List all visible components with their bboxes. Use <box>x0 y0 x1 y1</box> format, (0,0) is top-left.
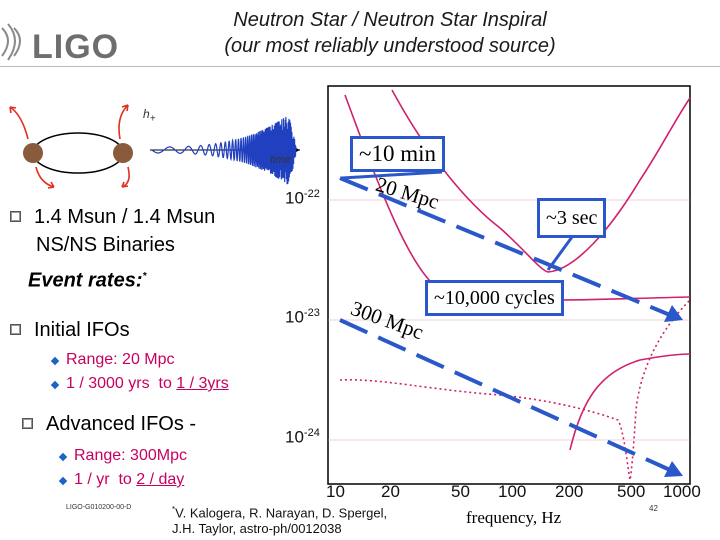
waveform-time-label: time <box>270 154 291 166</box>
chirp-waveform <box>151 116 297 185</box>
citation: *V. Kalogera, R. Narayan, D. Spergel, J.… <box>172 505 388 537</box>
x-tick-100: 100 <box>498 482 527 501</box>
slide-title-line1: Neutron Star / Neutron Star Inspiral <box>233 9 547 31</box>
page-number: 42 <box>649 504 658 513</box>
orbit-arrows-icon <box>9 104 130 189</box>
x-tick-10: 10 <box>326 482 345 501</box>
bullet-ns-binaries-line2: NS/NS Binaries <box>36 234 175 256</box>
y-tick-1e-23: 10-23 <box>285 307 320 327</box>
x-tick-200: 200 <box>555 482 584 501</box>
x-axis-label: frequency, Hz <box>466 508 562 527</box>
waveform-h-label: h+ <box>143 107 156 125</box>
slide-title-line2: (our most reliably understood source) <box>224 35 556 57</box>
advanced-range: Range: 300Mpc <box>74 447 187 464</box>
bullet-square-icon <box>10 211 21 222</box>
header-divider <box>0 66 720 67</box>
neutron-star-right-icon <box>113 143 133 163</box>
ligo-logo: LIGO <box>32 28 120 66</box>
bullet-initial-ifos: Initial IFOs <box>34 319 130 341</box>
neutron-star-left-icon <box>23 143 43 163</box>
bullet-square-icon <box>10 324 21 335</box>
callout-10min: ~10 min <box>350 136 445 172</box>
event-rates-label: Event rates:* <box>28 269 147 292</box>
initial-rate: 1 / 3000 yrs to 1 / 3yrs <box>66 375 229 392</box>
arrowhead-300mpc-icon <box>664 461 683 477</box>
bullet-square-icon <box>22 418 33 429</box>
x-tick-500: 500 <box>617 482 646 501</box>
advanced-rate: 1 / yr to 2 / day <box>74 471 185 488</box>
callout-pointer-10min <box>341 170 443 180</box>
y-tick-1e-24: 10-24 <box>285 427 320 447</box>
x-tick-20: 20 <box>381 482 400 501</box>
x-tick-50: 50 <box>451 482 470 501</box>
binary-waveform-illustration <box>9 104 300 189</box>
advanced-dotted-curve <box>339 299 691 481</box>
callout-3sec: ~3 sec <box>537 198 607 238</box>
arrowhead-20mpc-icon <box>664 305 683 322</box>
bullet-advanced-ifos: Advanced IFOs - <box>46 413 197 435</box>
callout-cycles: ~10,000 cycles <box>425 280 564 316</box>
initial-range: Range: 20 Mpc <box>66 351 175 368</box>
advanced-noise-curve <box>569 353 691 451</box>
doc-id: LIGO-G010200-00-D <box>66 504 132 511</box>
range-line-20mpc <box>339 176 671 317</box>
bullet-ns-binaries-line1: 1.4 Msun / 1.4 Msun <box>34 206 216 228</box>
logo-lines-icon <box>1 23 21 61</box>
range-line-300mpc <box>339 318 671 472</box>
y-tick-1e-22: 10-22 <box>285 188 320 208</box>
plot-frame <box>327 85 691 485</box>
initial-ligo-noise-curve <box>391 89 691 273</box>
x-tick-1000: 1000 <box>663 482 701 501</box>
